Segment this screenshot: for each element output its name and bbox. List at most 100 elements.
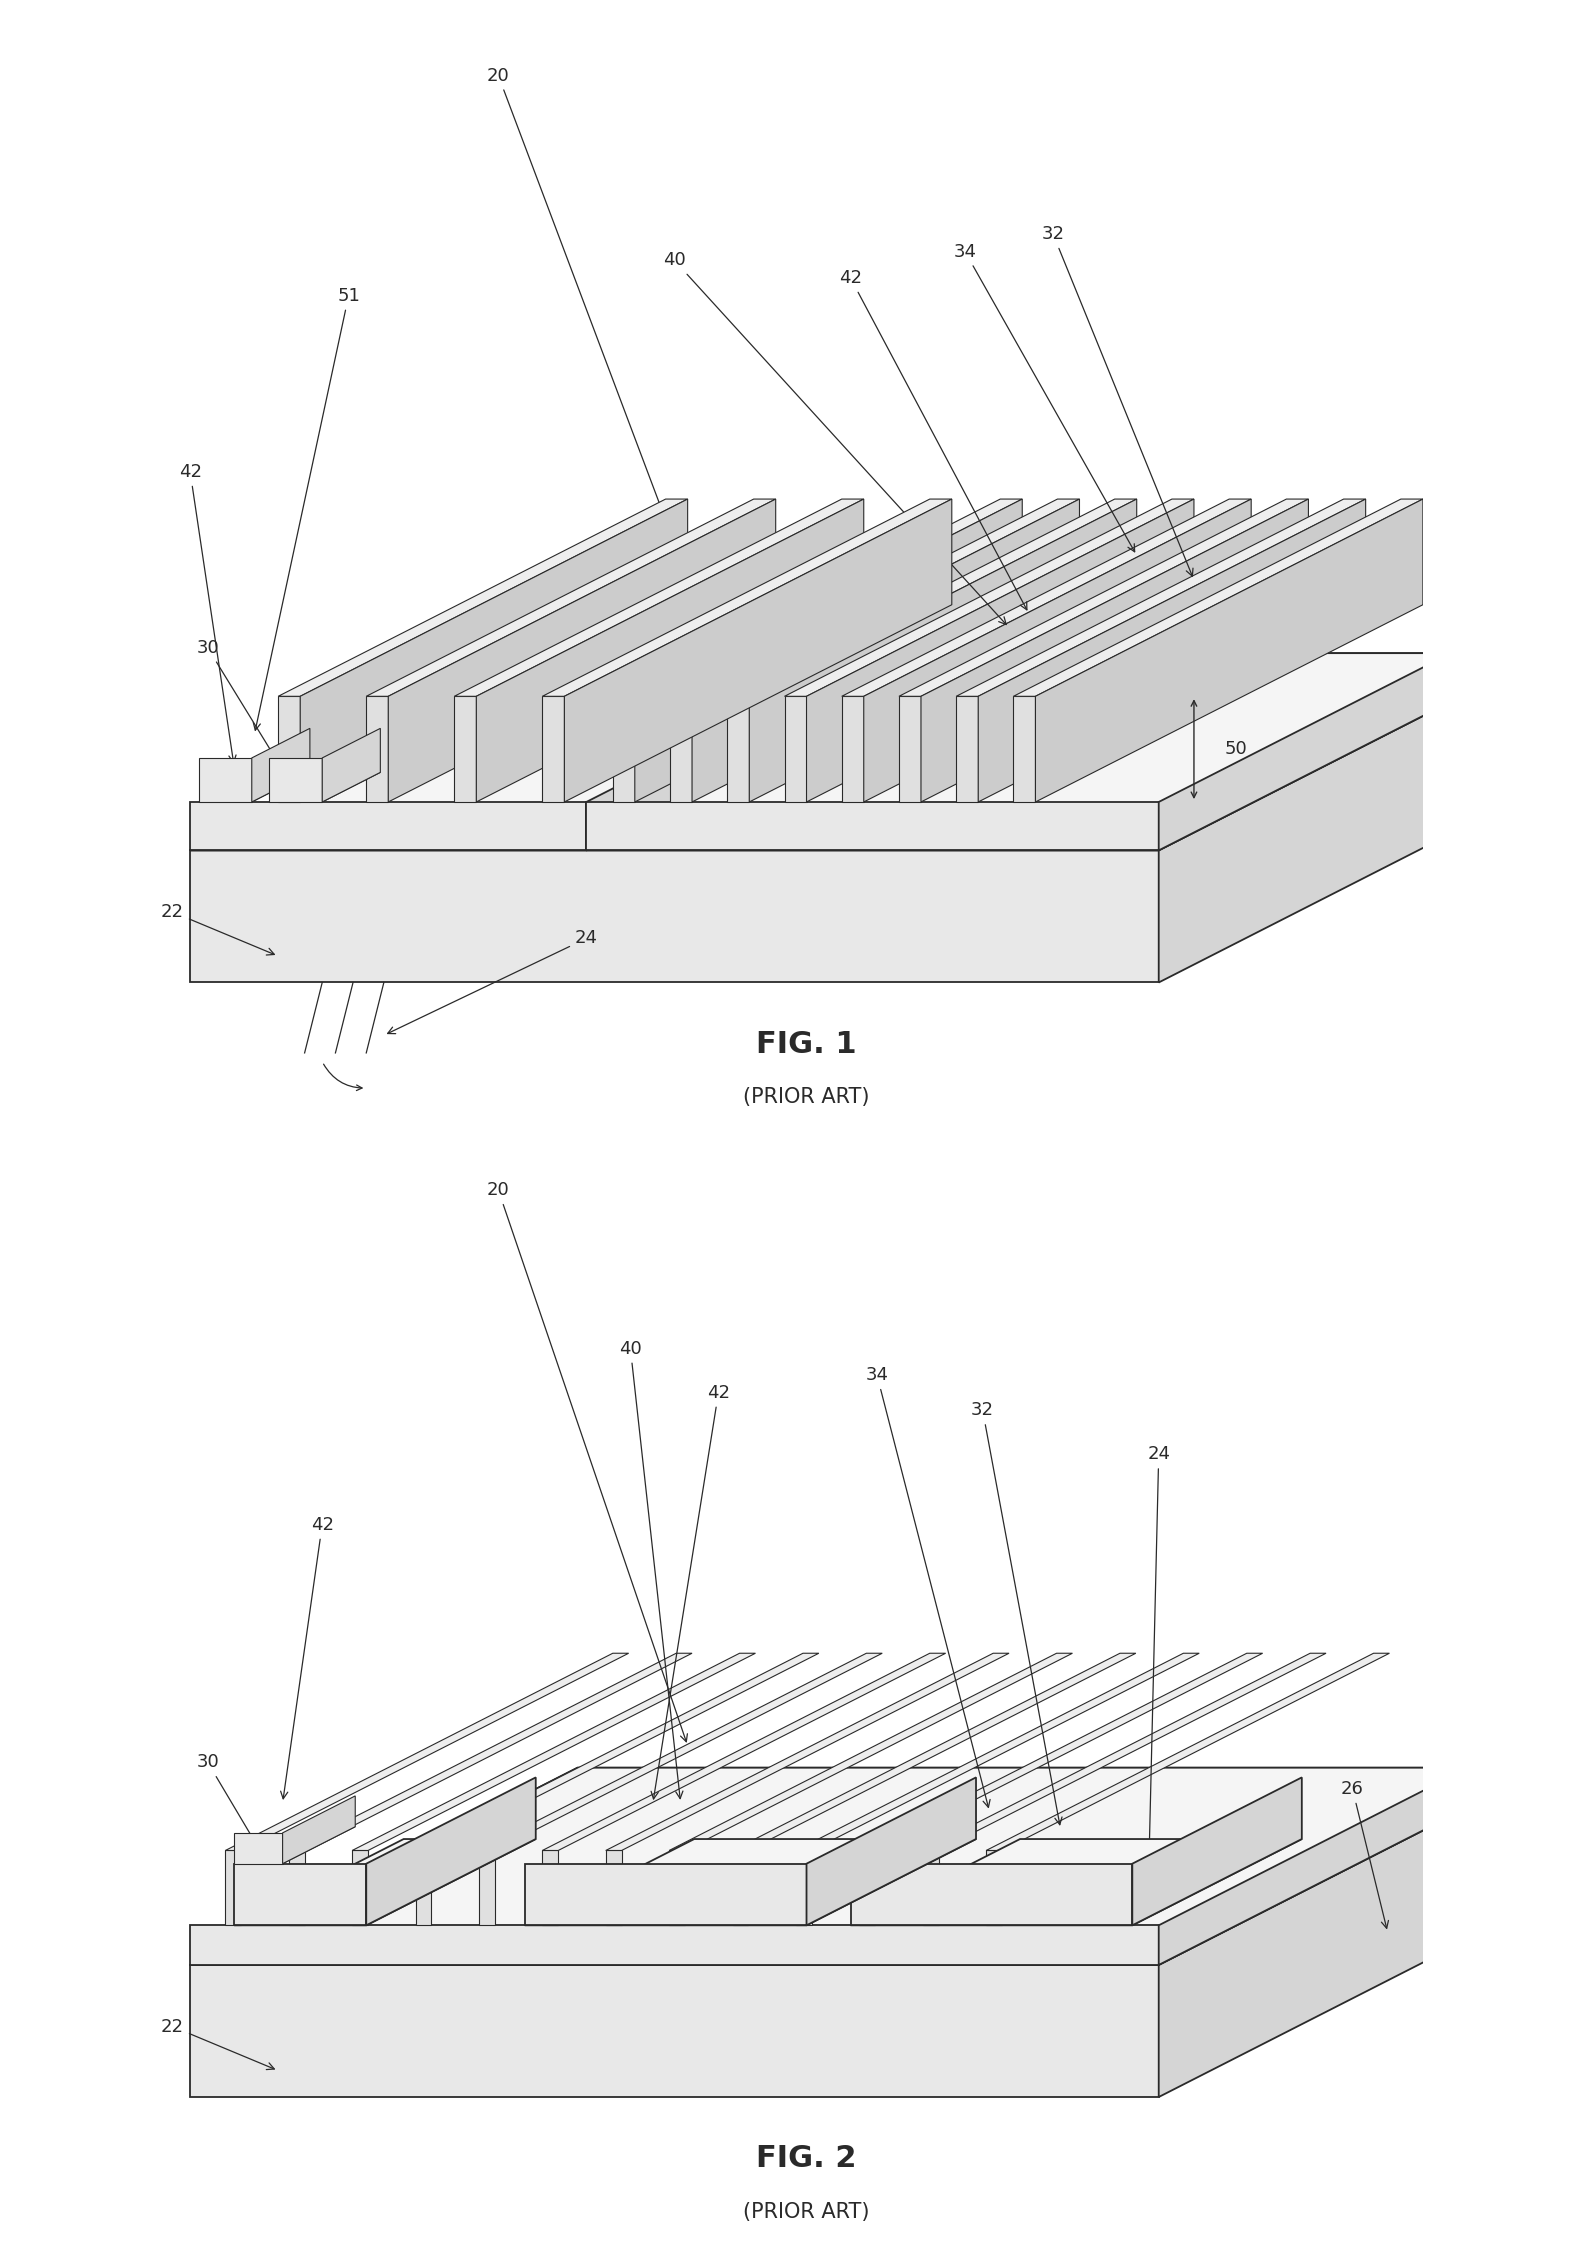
Polygon shape [1159, 1727, 1545, 1965]
Text: 40: 40 [664, 251, 1006, 624]
Polygon shape [278, 695, 300, 803]
Polygon shape [921, 498, 1309, 803]
Polygon shape [850, 1864, 1133, 1924]
Polygon shape [234, 1839, 535, 1924]
Polygon shape [479, 1850, 494, 1924]
Polygon shape [366, 498, 775, 695]
Polygon shape [670, 695, 692, 803]
Polygon shape [1133, 1776, 1302, 1924]
Polygon shape [190, 653, 974, 850]
Text: 30: 30 [196, 639, 286, 774]
Text: 26: 26 [1341, 1781, 1389, 1929]
Polygon shape [1036, 498, 1423, 803]
Polygon shape [226, 1850, 242, 1924]
Polygon shape [728, 498, 1136, 695]
Polygon shape [795, 1850, 811, 1924]
Polygon shape [455, 695, 477, 803]
Polygon shape [565, 498, 952, 803]
Text: 51: 51 [253, 287, 359, 731]
Text: 50: 50 [1225, 740, 1247, 758]
Polygon shape [733, 1653, 1136, 1850]
Polygon shape [1014, 498, 1423, 695]
Polygon shape [987, 1850, 1003, 1924]
Text: 34: 34 [866, 1366, 990, 1808]
Text: 20: 20 [486, 1182, 687, 1743]
Polygon shape [479, 1653, 882, 1850]
Polygon shape [190, 850, 1159, 982]
Polygon shape [956, 498, 1365, 695]
Polygon shape [190, 803, 587, 850]
Text: 42: 42 [839, 269, 1026, 610]
Polygon shape [190, 1965, 1159, 2097]
Polygon shape [543, 1653, 946, 1850]
Polygon shape [455, 498, 865, 695]
Polygon shape [190, 1767, 1545, 1965]
Polygon shape [606, 1653, 1009, 1850]
Polygon shape [1014, 695, 1036, 803]
Text: 34: 34 [954, 242, 1134, 552]
Polygon shape [322, 729, 380, 803]
Polygon shape [366, 695, 388, 803]
Polygon shape [289, 1850, 304, 1924]
Text: 30: 30 [196, 1754, 286, 1893]
Polygon shape [300, 498, 687, 803]
Polygon shape [543, 498, 952, 695]
Polygon shape [543, 695, 565, 803]
Polygon shape [1159, 653, 1545, 982]
Text: FIG. 2: FIG. 2 [756, 2144, 857, 2173]
Polygon shape [278, 498, 687, 695]
Polygon shape [784, 695, 806, 803]
Polygon shape [733, 1850, 748, 1924]
Polygon shape [784, 498, 1194, 695]
Polygon shape [416, 1653, 819, 1850]
Polygon shape [923, 1850, 938, 1924]
Polygon shape [587, 606, 974, 850]
Polygon shape [199, 758, 251, 803]
Polygon shape [234, 1833, 282, 1864]
Text: 40: 40 [620, 1339, 683, 1799]
Polygon shape [524, 1864, 806, 1924]
Text: 24: 24 [388, 929, 598, 1034]
Text: (PRIOR ART): (PRIOR ART) [744, 2200, 869, 2221]
Polygon shape [282, 1797, 355, 1864]
Polygon shape [416, 1850, 431, 1924]
Polygon shape [860, 1850, 876, 1924]
Polygon shape [606, 1850, 621, 1924]
Polygon shape [351, 1653, 755, 1850]
Polygon shape [841, 498, 1250, 695]
Text: 20: 20 [486, 67, 687, 574]
Polygon shape [956, 695, 977, 803]
Polygon shape [613, 498, 1023, 695]
Polygon shape [806, 498, 1194, 803]
Text: 42: 42 [281, 1516, 334, 1799]
Polygon shape [806, 1776, 976, 1924]
Polygon shape [351, 1850, 369, 1924]
Polygon shape [587, 803, 1159, 850]
Polygon shape [987, 1653, 1390, 1850]
Polygon shape [750, 498, 1136, 803]
Text: (PRIOR ART): (PRIOR ART) [744, 1088, 869, 1108]
Polygon shape [613, 695, 635, 803]
Polygon shape [670, 498, 1079, 695]
Text: 32: 32 [1042, 224, 1192, 576]
Text: 24: 24 [1145, 1444, 1170, 1873]
Polygon shape [543, 1850, 559, 1924]
Polygon shape [850, 1839, 1302, 1924]
Polygon shape [270, 772, 380, 803]
Polygon shape [366, 1776, 535, 1924]
Polygon shape [477, 498, 865, 803]
Polygon shape [234, 1864, 366, 1924]
Polygon shape [692, 498, 1079, 803]
Polygon shape [899, 498, 1309, 695]
Polygon shape [226, 1653, 629, 1850]
Polygon shape [923, 1653, 1326, 1850]
Polygon shape [190, 1924, 1159, 1965]
Polygon shape [795, 1653, 1199, 1850]
Polygon shape [1159, 1767, 1545, 2097]
Polygon shape [524, 1839, 976, 1924]
Polygon shape [860, 1653, 1263, 1850]
Polygon shape [728, 695, 750, 803]
Polygon shape [199, 772, 311, 803]
Polygon shape [635, 498, 1023, 803]
Polygon shape [190, 653, 1545, 850]
